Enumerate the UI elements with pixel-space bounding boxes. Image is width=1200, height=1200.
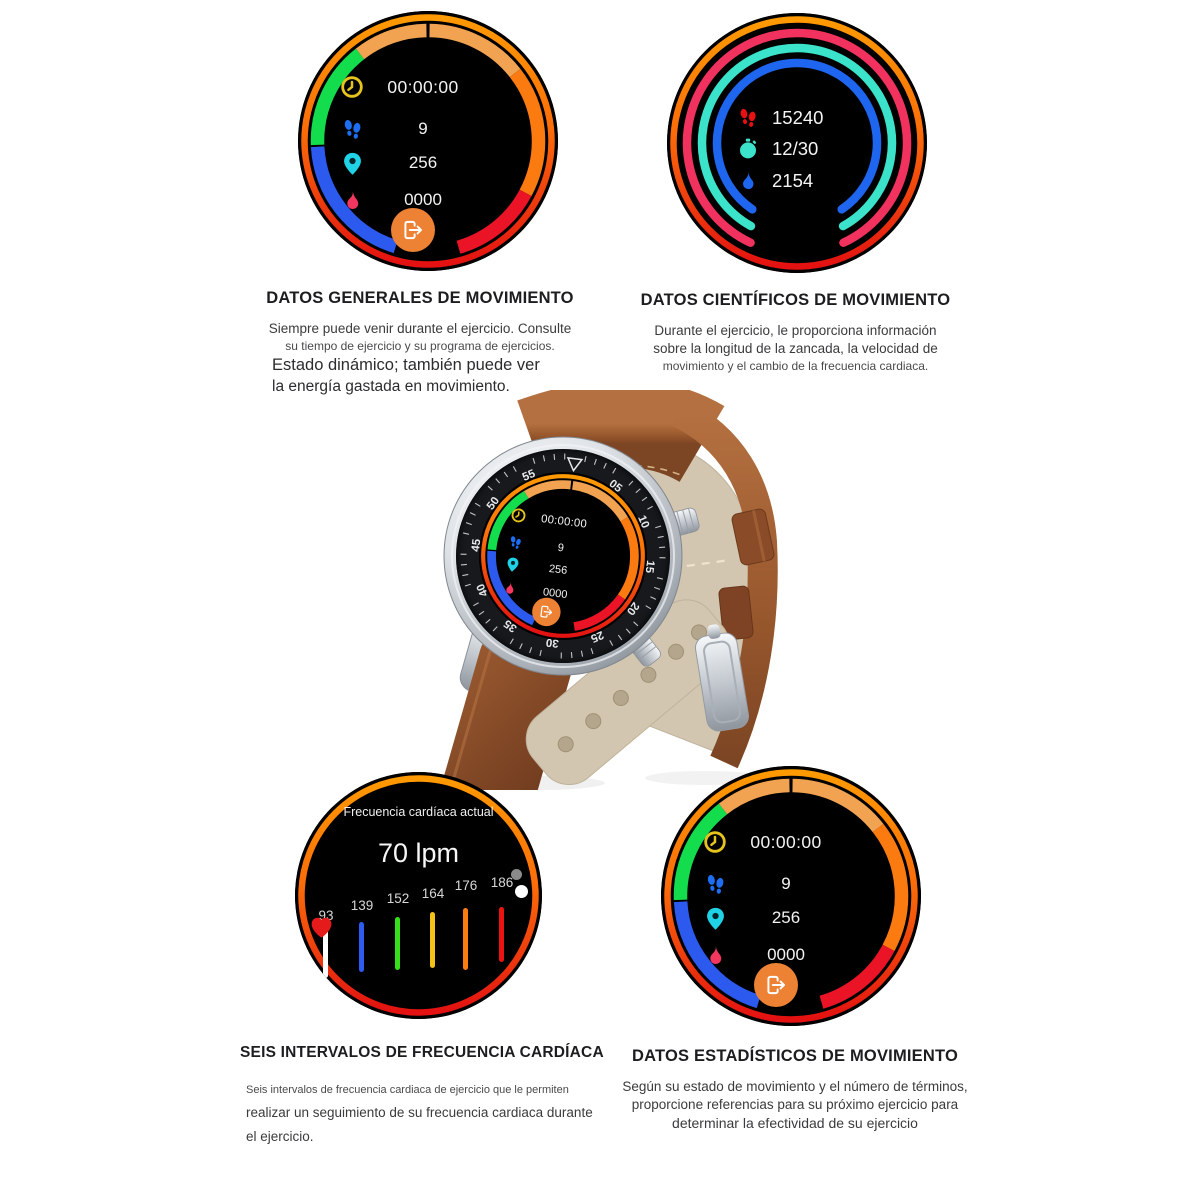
zone-bar bbox=[463, 908, 468, 970]
section-statistics: DATOS ESTADÍSTICOS DE MOVIMIENTO Según s… bbox=[600, 1047, 990, 1134]
distance-row: 256 bbox=[336, 148, 478, 178]
rim-ring bbox=[295, 772, 542, 1019]
location-pin-icon bbox=[699, 906, 731, 931]
distance-row: 256 bbox=[501, 553, 594, 583]
section-title: DATOS CIENTÍFICOS DE MOVIMIENTO bbox=[640, 291, 951, 309]
time-row: 00:00:00 bbox=[699, 827, 841, 857]
exit-button bbox=[754, 963, 798, 1007]
section-title: SEIS INTERVALOS DE FRECUENCIA CARDÍACA bbox=[240, 1044, 604, 1061]
section-line: Seis intervalos de frecuencia cardiaca d… bbox=[246, 1084, 569, 1096]
clasp bbox=[694, 624, 750, 732]
zone-bar bbox=[395, 917, 400, 970]
timer-value: 12/30 bbox=[772, 138, 819, 159]
location-pin-icon bbox=[501, 555, 523, 574]
flame-icon bbox=[733, 170, 763, 192]
section-line: la energía gastada en movimiento. bbox=[272, 378, 510, 395]
heart-rate-value: 70 lpm bbox=[377, 838, 460, 868]
watch-face-heart-rate: Frecuencia cardíaca actual 70 lpm 93 139 1… bbox=[295, 772, 542, 1019]
steps-row: 9 bbox=[336, 114, 478, 144]
exit-icon bbox=[404, 220, 422, 240]
section-line: Estado dinámico; también puede ver bbox=[272, 356, 540, 374]
time-value: 00:00:00 bbox=[750, 831, 822, 852]
calories-row: 2154 bbox=[733, 166, 813, 196]
section-line: el ejercicio. bbox=[246, 1129, 314, 1144]
section-line: Siempre puede venir durante el ejercicio… bbox=[268, 321, 572, 336]
time-row: 00:00:00 bbox=[507, 505, 600, 535]
steps-row: 9 bbox=[504, 531, 597, 561]
zone-label: 164 bbox=[421, 886, 445, 901]
section-line: Durante el ejercicio, le proporciona inf… bbox=[654, 323, 937, 338]
calories-value: 0000 bbox=[404, 190, 442, 209]
zone-label: 186 bbox=[490, 875, 514, 890]
exit-button bbox=[391, 208, 435, 252]
footprints-icon bbox=[336, 117, 368, 142]
steps-row: 9 bbox=[699, 869, 841, 899]
footprints-icon bbox=[699, 872, 731, 897]
location-pin-icon bbox=[336, 151, 368, 176]
section-heart-rate: SEIS INTERVALOS DE FRECUENCIA CARDÍACA S… bbox=[240, 1044, 604, 1147]
steps-row: 15240 bbox=[733, 103, 823, 133]
section-scientific: DATOS CIENTÍFICOS DE MOVIMIENTO Durante … bbox=[608, 291, 983, 376]
calories-value: 0000 bbox=[767, 945, 805, 964]
time-row: 00:00:00 bbox=[336, 72, 478, 102]
steps-value: 9 bbox=[781, 874, 791, 893]
watch-face-general-bottom: 00:00:00 9 256 0000 bbox=[661, 766, 921, 1026]
zone-label: 176 bbox=[454, 878, 478, 893]
flame-icon bbox=[699, 944, 731, 967]
section-line: su tiempo de ejercicio y su programa de … bbox=[285, 339, 555, 353]
exit-icon bbox=[540, 605, 553, 618]
calories-row: 0000 bbox=[498, 577, 591, 607]
zone-bar bbox=[359, 922, 364, 972]
heart-rate-title: Frecuencia cardíaca actual bbox=[343, 805, 494, 819]
section-line: realizar un seguimiento de su frecuencia… bbox=[246, 1105, 593, 1120]
watch-face-general-top: 00:00:00 9 256 0000 bbox=[298, 11, 558, 271]
clock-icon bbox=[699, 829, 731, 855]
section-line: sobre la longitud de la zancada, la velo… bbox=[653, 341, 938, 356]
zone-label: 152 bbox=[386, 891, 410, 906]
exit-button bbox=[530, 596, 563, 628]
activity-ring bbox=[661, 766, 921, 1026]
clock-icon bbox=[336, 74, 368, 100]
section-general: DATOS GENERALES DE MOVIMIENTO Siempre pu… bbox=[225, 289, 615, 399]
timer-row: 12/30 bbox=[733, 134, 818, 164]
exit-icon bbox=[767, 975, 785, 995]
footprints-icon bbox=[733, 106, 763, 130]
watch-face-general-photo: 00:00:00 9 256 bbox=[469, 462, 657, 650]
indicator-dot-gray bbox=[511, 869, 522, 880]
distance-value: 256 bbox=[408, 153, 438, 172]
zone-label: 139 bbox=[350, 898, 374, 913]
stopwatch-icon bbox=[733, 137, 763, 161]
section-title: DATOS GENERALES DE MOVIMIENTO bbox=[266, 289, 574, 307]
steps-value: 15240 bbox=[772, 107, 824, 128]
activity-ring bbox=[298, 11, 558, 271]
triple-arc-ring bbox=[667, 13, 927, 273]
zone-bar bbox=[323, 928, 328, 978]
activity-ring bbox=[478, 472, 648, 641]
zone-bar bbox=[430, 912, 435, 968]
flame-icon bbox=[498, 579, 520, 596]
section-title: DATOS ESTADÍSTICOS DE MOVIMIENTO bbox=[631, 1047, 959, 1065]
zone-bar bbox=[499, 907, 504, 962]
distance-row: 256 bbox=[699, 903, 841, 933]
time-value: 00:00:00 bbox=[387, 76, 459, 97]
heart-icon bbox=[308, 914, 335, 944]
section-line: Según su estado de movimiento y el númer… bbox=[622, 1079, 968, 1094]
section-line: movimiento y el cambio de la frecuencia … bbox=[662, 359, 929, 373]
steps-value: 9 bbox=[418, 119, 428, 138]
footprints-icon bbox=[504, 533, 526, 552]
distance-value: 256 bbox=[771, 908, 801, 927]
watch-face-scientific: 15240 12/30 2154 bbox=[667, 13, 927, 273]
clock-icon bbox=[507, 506, 530, 525]
indicator-dot-white bbox=[515, 885, 528, 898]
section-line: determinar la efectividad de su ejercici… bbox=[672, 1115, 918, 1131]
calories-row: 0000 bbox=[336, 185, 478, 215]
flame-icon bbox=[336, 189, 368, 212]
watch-screen: 00:00:00 9 256 bbox=[469, 462, 657, 650]
watch-head: 05 10 15 20 25 30 35 40 45 50 55 00:00:00 bbox=[443, 436, 683, 676]
calories-row: 0000 bbox=[699, 940, 841, 970]
section-line: proporcione referencias para su próximo … bbox=[631, 1097, 959, 1112]
calories-value: 2154 bbox=[772, 170, 814, 191]
watch-product-photo: 05 10 15 20 25 30 35 40 45 50 55 00:00:00 bbox=[410, 390, 780, 790]
